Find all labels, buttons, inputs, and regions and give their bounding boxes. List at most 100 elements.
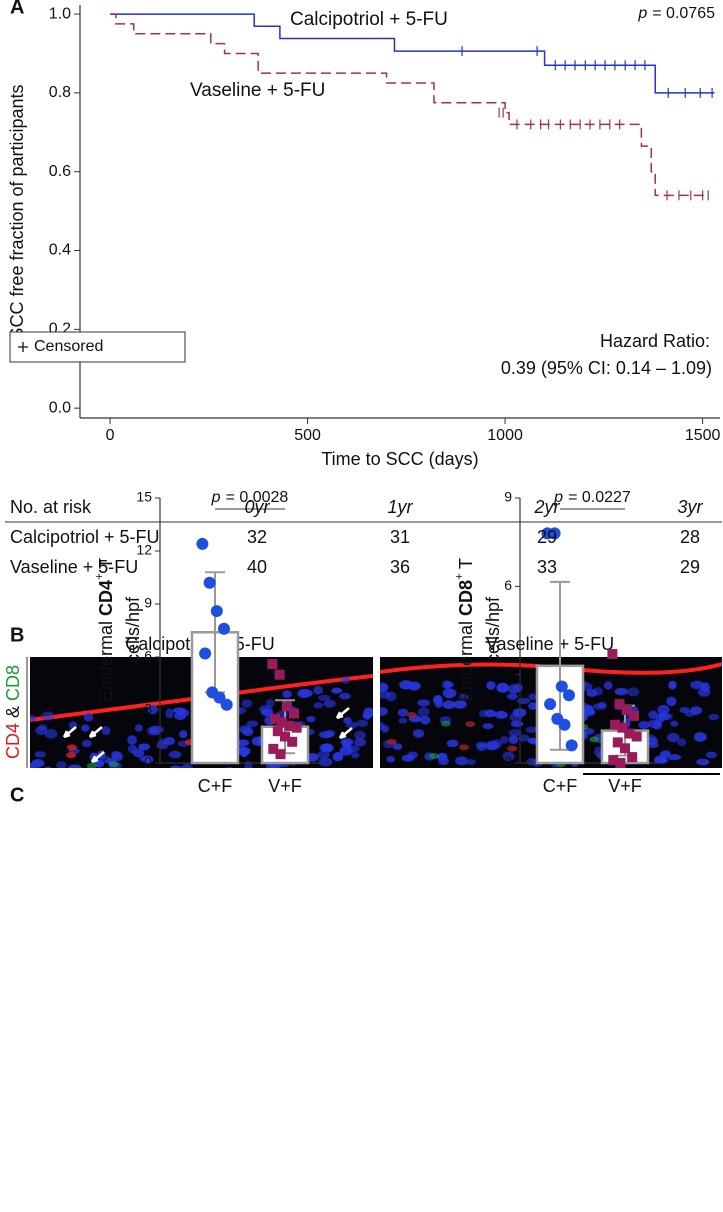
legend-box (9, 331, 186, 363)
nucleus (317, 750, 330, 759)
nucleus (510, 720, 524, 728)
nucleus (593, 746, 603, 757)
stain-label: CD4 & CD8 (3, 665, 23, 759)
nucleus (508, 735, 519, 744)
nucleus (110, 774, 123, 783)
nucleus (35, 725, 48, 735)
y-axis-label: Epidermal CD8+ T (452, 558, 476, 702)
y-tick-label: 9 (504, 489, 512, 505)
nucleus (398, 717, 408, 724)
label-part: T (456, 558, 476, 569)
nucleus (356, 719, 369, 727)
nucleus (648, 741, 659, 749)
data-point (555, 680, 568, 693)
nucleus (397, 708, 409, 717)
nucleus (138, 743, 150, 751)
table-cell: 29 (680, 557, 700, 577)
nucleus (506, 693, 518, 700)
nucleus (482, 723, 494, 730)
y-tick-label: 12 (136, 542, 152, 558)
data-point (565, 739, 578, 752)
nucleus (380, 707, 388, 716)
nucleus (331, 687, 343, 694)
nucleus (380, 721, 385, 730)
cell (459, 744, 470, 751)
nucleus (458, 693, 469, 701)
cell (213, 769, 223, 775)
nucleus (83, 712, 94, 722)
data-point (218, 622, 230, 635)
nucleus (392, 743, 403, 751)
nucleus (485, 740, 499, 751)
p-symbol: p (553, 489, 563, 506)
hazard-value: 0.39 (95% CI: 0.14 – 1.09) (501, 358, 712, 378)
nucleus (655, 756, 669, 764)
data-point (196, 537, 209, 550)
panel-label: C (10, 784, 24, 806)
nucleus (111, 751, 123, 762)
nucleus (442, 688, 457, 699)
cell (507, 745, 518, 752)
nucleus (354, 730, 366, 740)
stain: CD8 (3, 665, 23, 701)
nucleus (25, 788, 35, 795)
table-header: 0yr (244, 497, 270, 517)
x-tick-label: 500 (294, 427, 321, 444)
series-label: Calcipotriol + 5-FU (290, 9, 448, 30)
nucleus (518, 734, 530, 742)
cell (440, 720, 451, 727)
table-header: 2yr (533, 497, 560, 517)
nucleus (442, 700, 456, 709)
nucleus (526, 757, 538, 766)
data-point (272, 726, 283, 737)
survival-line (110, 13, 709, 197)
data-point (287, 736, 298, 747)
nucleus (31, 758, 45, 768)
nucleus (241, 699, 253, 708)
nucleus (453, 700, 467, 709)
y-tick-label: 0 (504, 754, 512, 770)
nucleus (648, 710, 658, 719)
nucleus (81, 724, 90, 732)
nucleus (44, 728, 58, 739)
label-sup: + (452, 573, 466, 580)
p-symbol: p (637, 5, 647, 22)
nucleus (181, 763, 193, 768)
nucleus (486, 681, 496, 690)
nucleus (265, 763, 279, 768)
nucleus (484, 709, 497, 718)
x-tick-label: C+F (198, 776, 233, 796)
table-header: 3yr (677, 497, 703, 517)
data-point (203, 576, 216, 589)
data-point (612, 737, 623, 748)
nucleus (516, 697, 531, 705)
nucleus (499, 736, 509, 744)
nucleus (502, 751, 515, 762)
nucleus (525, 726, 538, 734)
y-tick-label: 0.8 (49, 84, 71, 101)
nucleus (172, 707, 186, 714)
p-symbol: p (211, 489, 221, 506)
table-cell: 36 (390, 557, 410, 577)
nucleus (494, 710, 508, 719)
data-point (199, 647, 212, 660)
nucleus (496, 682, 509, 693)
y-tick-label: 15 (136, 489, 152, 505)
nucleus (169, 765, 182, 768)
y-tick-label: 0.4 (49, 242, 71, 259)
data-point (607, 649, 618, 660)
x-tick-label: V+F (268, 776, 302, 796)
nucleus (614, 687, 629, 696)
nucleus (146, 726, 157, 736)
nucleus (679, 706, 690, 714)
table-cell: 40 (247, 557, 267, 577)
nucleus (417, 699, 431, 707)
data-point (220, 698, 233, 711)
nucleus (299, 689, 313, 698)
data-point (614, 699, 625, 710)
nucleus (351, 752, 360, 759)
data-point (289, 708, 299, 719)
nucleus (56, 761, 67, 768)
nucleus (698, 687, 711, 697)
